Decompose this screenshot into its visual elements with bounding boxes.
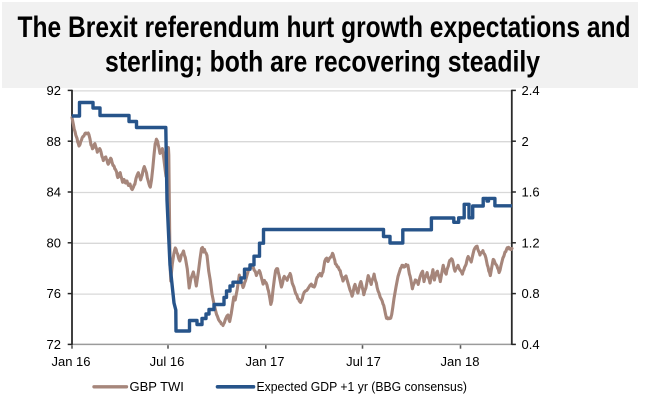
svg-text:84: 84 [47, 185, 61, 200]
svg-text:0.4: 0.4 [522, 337, 540, 352]
svg-text:Jan 18: Jan 18 [440, 354, 479, 369]
svg-text:Expected GDP +1 yr (BBG consen: Expected GDP +1 yr (BBG consensus) [257, 379, 468, 394]
svg-text:0.8: 0.8 [522, 286, 540, 301]
svg-text:Jul 17: Jul 17 [346, 354, 381, 369]
svg-text:2.4: 2.4 [522, 83, 540, 98]
svg-text:92: 92 [47, 83, 61, 98]
svg-text:72: 72 [47, 337, 61, 352]
svg-text:1.2: 1.2 [522, 235, 540, 250]
svg-text:1.6: 1.6 [522, 185, 540, 200]
svg-text:GBP TWI: GBP TWI [130, 379, 184, 394]
svg-text:Jan 16: Jan 16 [51, 354, 90, 369]
svg-text:The Brexit referendum hurt gro: The Brexit referendum hurt growth expect… [18, 11, 631, 44]
svg-text:76: 76 [47, 286, 61, 301]
svg-text:Jan 17: Jan 17 [245, 354, 284, 369]
svg-text:sterling; both are recovering: sterling; both are recovering steadily [105, 46, 540, 79]
svg-text:Jul 16: Jul 16 [150, 354, 185, 369]
svg-text:88: 88 [47, 134, 61, 149]
svg-text:80: 80 [47, 235, 61, 250]
svg-text:2: 2 [522, 134, 529, 149]
